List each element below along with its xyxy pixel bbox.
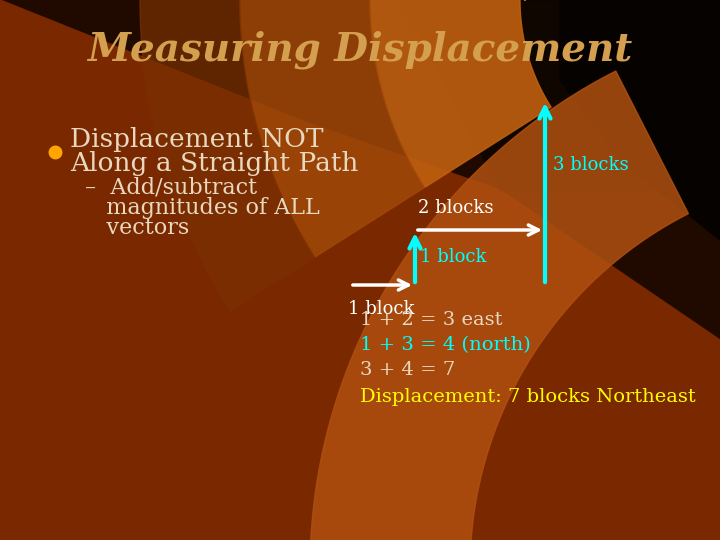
Polygon shape	[240, 0, 497, 257]
Text: 1 + 3 = 4 (north): 1 + 3 = 4 (north)	[360, 336, 531, 354]
Text: 3 blocks: 3 blocks	[553, 156, 629, 174]
Text: 3 + 4 = 7: 3 + 4 = 7	[360, 361, 455, 379]
Text: Displacement: 7 blocks Northeast: Displacement: 7 blocks Northeast	[360, 388, 696, 406]
Polygon shape	[400, 0, 720, 190]
Polygon shape	[310, 71, 688, 540]
Text: 2 blocks: 2 blocks	[418, 199, 493, 217]
Text: 1 + 2 = 3 east: 1 + 2 = 3 east	[360, 311, 503, 329]
Polygon shape	[370, 0, 593, 187]
Text: magnitudes of ALL: magnitudes of ALL	[85, 197, 320, 219]
Polygon shape	[560, 0, 720, 240]
Text: Along a Straight Path: Along a Straight Path	[70, 151, 359, 176]
Text: Displacement NOT: Displacement NOT	[70, 127, 323, 152]
Text: 1 block: 1 block	[420, 248, 487, 266]
Text: Measuring Displacement: Measuring Displacement	[87, 31, 633, 69]
Polygon shape	[140, 0, 414, 311]
Text: –  Add/subtract: – Add/subtract	[85, 177, 257, 199]
Text: 1 block: 1 block	[348, 300, 415, 318]
Text: vectors: vectors	[85, 217, 189, 239]
